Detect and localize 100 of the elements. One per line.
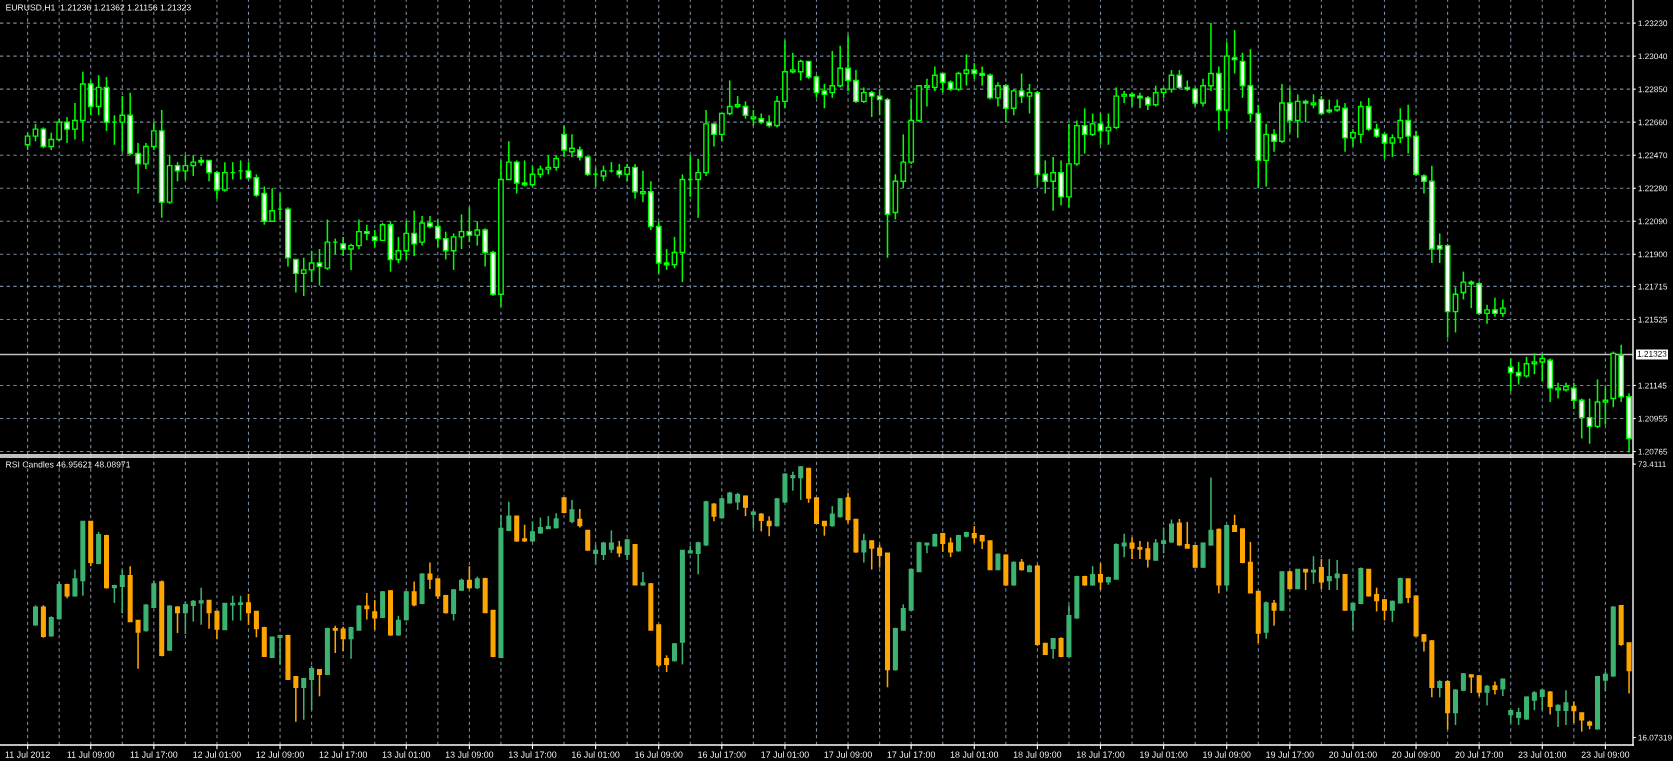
candlestick <box>316 668 323 698</box>
candlestick <box>1161 526 1167 555</box>
candlestick <box>1145 541 1151 569</box>
candlestick <box>1452 688 1459 726</box>
candlestick <box>411 580 417 608</box>
candlestick <box>1555 703 1561 728</box>
candlestick <box>1555 382 1561 400</box>
candlestick <box>1381 598 1388 622</box>
y-tick-label: 1.20765 <box>1638 448 1668 455</box>
candlestick <box>253 610 259 639</box>
candlestick <box>182 600 188 635</box>
candlestick <box>1129 536 1135 560</box>
candlestick <box>1168 518 1175 544</box>
candlestick <box>135 619 141 670</box>
candlestick <box>1208 476 1214 547</box>
x-tick-label: 23 Jul 09:00 <box>1581 751 1630 758</box>
candlestick <box>877 543 883 569</box>
x-tick-label: 16 Jul 09:00 <box>635 751 683 758</box>
candlestick <box>1310 555 1317 585</box>
candlestick <box>798 465 804 501</box>
candlestick <box>238 594 244 622</box>
y-tick-label: 1.20955 <box>1638 415 1668 422</box>
candlestick <box>48 615 54 638</box>
y-tick-label: 16.07319 <box>1638 734 1672 741</box>
candlestick <box>1011 560 1017 587</box>
x-tick-label: 13 Jul 01:00 <box>382 751 431 758</box>
candlestick <box>466 565 472 590</box>
candlestick <box>829 505 835 528</box>
x-tick-label: 18 Jul 01:00 <box>950 751 999 758</box>
x-tick-label: 12 Jul 01:00 <box>193 751 241 758</box>
x-tick-label: 16 Jul 01:00 <box>572 751 620 758</box>
candlestick <box>1192 544 1198 569</box>
candlestick <box>1578 397 1585 440</box>
candlestick <box>1563 689 1569 726</box>
candlestick <box>1484 684 1490 707</box>
candlestick <box>427 561 433 590</box>
candlestick <box>1050 637 1056 660</box>
candlestick <box>1586 397 1593 445</box>
candlestick <box>32 604 39 627</box>
x-tick-label: 12 Jul 17:00 <box>319 751 368 758</box>
candlestick <box>1523 695 1530 721</box>
candlestick <box>293 676 299 723</box>
candlestick <box>719 497 725 520</box>
candlestick <box>1374 586 1380 613</box>
candlestick <box>340 625 346 652</box>
candlestick <box>1137 540 1143 560</box>
candlestick <box>301 677 307 721</box>
candlestick <box>869 540 875 571</box>
candlestick <box>577 508 583 529</box>
candlestick <box>1326 558 1332 591</box>
candlestick <box>695 541 701 576</box>
x-tick-label: 17 Jul 01:00 <box>761 751 809 758</box>
candlestick <box>600 541 607 561</box>
candlestick <box>309 665 315 711</box>
candlestick <box>529 520 536 543</box>
x-tick-label: 18 Jul 17:00 <box>1076 751 1125 758</box>
x-tick-label: 19 Jul 09:00 <box>1203 751 1251 758</box>
candlestick <box>1271 599 1277 627</box>
x-tick-label: 11 Jul 17:00 <box>130 751 178 758</box>
candlestick <box>845 491 851 525</box>
candlestick <box>900 603 906 631</box>
x-tick-label: 19 Jul 17:00 <box>1266 751 1314 758</box>
x-tick-label: 13 Jul 17:00 <box>508 751 557 758</box>
candlestick <box>1539 352 1546 382</box>
x-tick-label: 18 Jul 09:00 <box>1013 751 1062 758</box>
x-tick-label: 23 Jul 01:00 <box>1518 751 1567 758</box>
candlestick <box>1539 688 1545 711</box>
candlestick <box>758 512 764 533</box>
candlestick <box>1515 361 1522 386</box>
candlestick <box>1097 562 1104 591</box>
candlestick <box>206 599 212 630</box>
candlestick <box>372 599 378 631</box>
x-tick-label: 20 Jul 01:00 <box>1329 751 1377 758</box>
candlestick <box>395 615 401 637</box>
x-tick-label: 20 Jul 09:00 <box>1392 751 1440 758</box>
x-tick-label: 11 Jul 09:00 <box>67 751 115 758</box>
candlestick <box>861 533 867 564</box>
x-tick-label: 11 Jul 2012 <box>5 751 50 758</box>
candlestick <box>119 568 125 615</box>
x-tick-label: 12 Jul 09:00 <box>256 751 304 758</box>
candlestick <box>837 497 843 519</box>
candlestick <box>790 471 796 492</box>
x-tick-label: 19 Jul 01:00 <box>1140 751 1188 758</box>
candlestick <box>1184 521 1190 549</box>
candlestick <box>174 605 181 634</box>
candlestick <box>1303 568 1309 591</box>
candlestick <box>1507 357 1514 393</box>
candlestick <box>214 610 220 640</box>
candlestick <box>569 499 575 525</box>
candlestick <box>451 588 457 622</box>
candlestick <box>624 538 630 561</box>
candlestick <box>608 529 614 554</box>
x-tick-label: 16 Jul 17:00 <box>698 751 746 758</box>
candlestick <box>332 625 338 654</box>
chart-title: RSI Candles 46.95621 48.08971 <box>6 461 131 468</box>
x-tick-label: 17 Jul 17:00 <box>887 751 936 758</box>
candlestick <box>1090 565 1096 587</box>
candlestick <box>1531 690 1537 711</box>
x-tick-label: 20 Jul 17:00 <box>1455 751 1504 758</box>
candlestick <box>1405 578 1411 604</box>
